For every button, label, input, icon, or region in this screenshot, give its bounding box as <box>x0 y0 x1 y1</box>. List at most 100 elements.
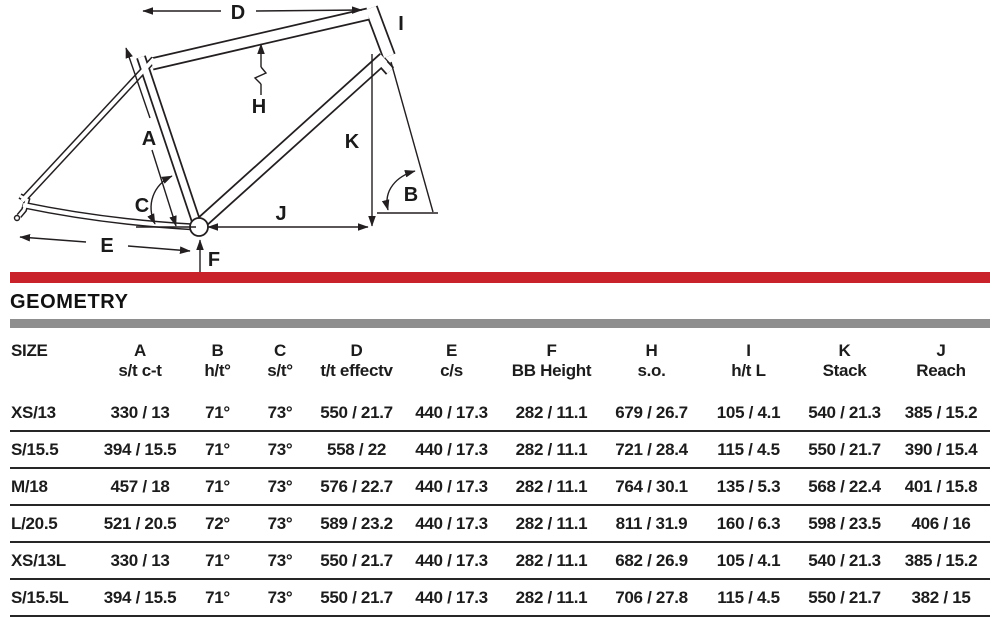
geometry-cell: 550 / 21.7 <box>310 542 403 581</box>
geometry-cell: 679 / 26.7 <box>603 395 700 433</box>
geometry-cell: 71° <box>185 542 250 581</box>
geometry-cell: 71° <box>185 468 250 507</box>
measurement-arrows <box>19 6 438 272</box>
label-d: D <box>231 2 245 24</box>
table-row: XS/13L 330 / 13 71° 73° 550 / 21.7 440 /… <box>10 542 990 581</box>
geometry-cell: 550 / 21.7 <box>797 579 892 617</box>
geometry-cell: 568 / 22.4 <box>797 468 892 507</box>
size-cell: L/20.5 <box>10 505 95 544</box>
label-h: H <box>252 96 266 118</box>
geometry-cell: 811 / 31.9 <box>603 505 700 544</box>
size-cell: XS/13 <box>10 395 95 433</box>
geometry-cell: 440 / 17.3 <box>403 579 500 617</box>
geometry-cell: 440 / 17.3 <box>403 395 500 433</box>
geometry-cell: 115 / 4.5 <box>700 579 797 617</box>
frame-outline-black <box>16 5 396 231</box>
column-letter: J <box>936 341 946 360</box>
geometry-cell: 706 / 27.8 <box>603 579 700 617</box>
geometry-cell: 558 / 22 <box>310 431 403 470</box>
geometry-cell: 540 / 21.3 <box>797 395 892 433</box>
geometry-cell: 550 / 21.7 <box>310 579 403 617</box>
column-sublabel: Stack <box>822 361 867 381</box>
column-header-size: SIZE <box>10 334 95 395</box>
table-top-rule <box>10 319 990 328</box>
geometry-cell: 598 / 23.5 <box>797 505 892 544</box>
geometry-cell: 406 / 16 <box>892 505 990 544</box>
geometry-cell: 550 / 21.7 <box>797 431 892 470</box>
geometry-cell: 73° <box>250 542 310 581</box>
column-letter: SIZE <box>11 341 48 360</box>
column-header-k: K Stack <box>797 334 892 395</box>
column-sublabel: h/t° <box>204 361 231 381</box>
geometry-cell: 282 / 11.1 <box>500 431 603 470</box>
dropout-eyelet <box>13 214 21 222</box>
size-cell: S/15.5 <box>10 431 95 470</box>
size-cell: M/18 <box>10 468 95 507</box>
column-header-f: F BB Height <box>500 334 603 395</box>
geometry-cell: 385 / 15.2 <box>892 542 990 581</box>
table-row: M/18 457 / 18 71° 73° 576 / 22.7 440 / 1… <box>10 468 990 507</box>
column-sublabel: BB Height <box>511 361 592 381</box>
column-letter: E <box>445 341 458 360</box>
geometry-cell: 682 / 26.9 <box>603 542 700 581</box>
column-letter: K <box>838 341 851 360</box>
geometry-cell: 330 / 13 <box>95 542 185 581</box>
label-e: E <box>100 235 113 257</box>
geometry-cell: 440 / 17.3 <box>403 468 500 507</box>
geometry-cell: 72° <box>185 505 250 544</box>
geometry-cell: 394 / 15.5 <box>95 431 185 470</box>
column-letter: C <box>274 341 286 360</box>
size-cell: S/15.5L <box>10 579 95 617</box>
geometry-cell: 160 / 6.3 <box>700 505 797 544</box>
geometry-cell: 73° <box>250 579 310 617</box>
frame-diagram-area: D I H A K B C J E F <box>0 0 1000 272</box>
geometry-cell: 330 / 13 <box>95 395 185 433</box>
geometry-cell: 764 / 30.1 <box>603 468 700 507</box>
geometry-cell: 721 / 28.4 <box>603 431 700 470</box>
label-j: J <box>275 203 286 225</box>
geometry-cell: 589 / 23.2 <box>310 505 403 544</box>
table-row: S/15.5L 394 / 15.5 71° 73° 550 / 21.7 44… <box>10 579 990 617</box>
geometry-cell: 282 / 11.1 <box>500 505 603 544</box>
geometry-cell: 440 / 17.3 <box>403 505 500 544</box>
table-body: XS/13 330 / 13 71° 73° 550 / 21.7 440 / … <box>10 395 990 617</box>
geometry-cell: 390 / 15.4 <box>892 431 990 470</box>
label-a: A <box>142 128 156 150</box>
geometry-cell: 71° <box>185 579 250 617</box>
column-letter: F <box>546 341 557 360</box>
geometry-cell: 282 / 11.1 <box>500 468 603 507</box>
geometry-cell: 71° <box>185 431 250 470</box>
frame-diagram: D I H A K B C J E F <box>13 2 438 272</box>
column-sublabel: h/t L <box>731 361 766 381</box>
geometry-cell: 550 / 21.7 <box>310 395 403 433</box>
column-letter: D <box>350 341 363 360</box>
column-letter: B <box>211 341 224 360</box>
geometry-cell: 105 / 4.1 <box>700 395 797 433</box>
size-cell: XS/13L <box>10 542 95 581</box>
dimension-labels: D I H A K B C J E F <box>100 2 418 271</box>
geometry-cell: 71° <box>185 395 250 433</box>
geometry-cell: 457 / 18 <box>95 468 185 507</box>
section-title: GEOMETRY <box>10 291 129 313</box>
geometry-cell: 440 / 17.3 <box>403 431 500 470</box>
table-row: XS/13 330 / 13 71° 73° 550 / 21.7 440 / … <box>10 395 990 433</box>
geometry-cell: 521 / 20.5 <box>95 505 185 544</box>
column-sublabel: t/t effectv <box>320 361 393 381</box>
table-row: S/15.5 394 / 15.5 71° 73° 558 / 22 440 /… <box>10 431 990 470</box>
column-letter: I <box>746 341 751 360</box>
column-letter: H <box>645 341 658 360</box>
column-sublabel: s/t° <box>267 361 293 381</box>
geometry-cell: 105 / 4.1 <box>700 542 797 581</box>
geometry-cell: 401 / 15.8 <box>892 468 990 507</box>
accent-divider <box>10 272 990 283</box>
frame-outline-white <box>17 6 394 229</box>
